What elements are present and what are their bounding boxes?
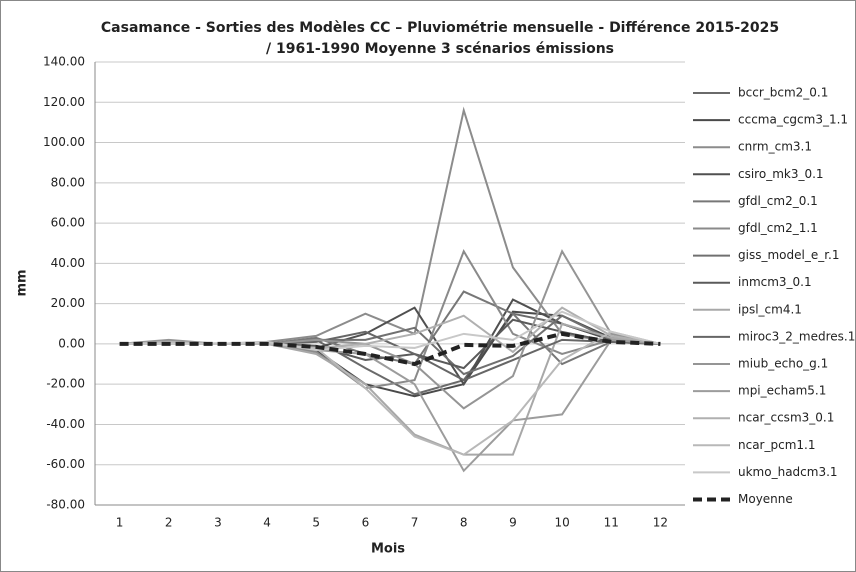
legend-label: ipsl_cm4.1	[738, 302, 802, 316]
y-axis-label: mm	[15, 269, 30, 296]
x-tick-label: 7	[411, 516, 419, 530]
chart-title: / 1961-1990 Moyenne 3 scénarios émission…	[266, 41, 614, 57]
y-tick-label: -20.00	[46, 377, 85, 391]
legend-label: cnrm_cm3.1	[738, 140, 812, 154]
legend-label: miub_echo_g.1	[738, 357, 828, 371]
y-tick-label: 40.00	[51, 256, 85, 270]
y-tick-label: 120.00	[43, 95, 85, 109]
legend-label: csiro_mk3_0.1	[738, 167, 824, 181]
x-tick-label: 10	[554, 516, 569, 530]
x-tick-label: 1	[116, 516, 124, 530]
legend-label: ncar_pcm1.1	[738, 438, 815, 452]
chart-title: Casamance - Sorties des Modèles CC – Plu…	[101, 20, 779, 36]
legend-label: gfdl_cm2_1.1	[738, 221, 818, 235]
legend-label: gfdl_cm2_0.1	[738, 194, 818, 208]
x-axis-label: Mois	[371, 542, 405, 557]
y-tick-label: 140.00	[43, 55, 85, 69]
y-tick-label: -40.00	[46, 417, 85, 431]
y-tick-label: 60.00	[51, 216, 85, 230]
y-tick-label: 0.00	[58, 336, 85, 350]
x-tick-label: 6	[362, 516, 370, 530]
y-tick-label: -80.00	[46, 498, 85, 512]
x-tick-label: 11	[604, 516, 619, 530]
legend-label: ncar_ccsm3_0.1	[738, 411, 834, 425]
legend-label: cccma_cgcm3_1.1	[738, 113, 848, 127]
legend-label: ukmo_hadcm3.1	[738, 465, 838, 479]
legend-label: inmcm3_0.1	[738, 275, 812, 289]
y-tick-label: 100.00	[43, 135, 85, 149]
x-tick-label: 9	[509, 516, 517, 530]
x-tick-label: 5	[312, 516, 320, 530]
average-line	[119, 331, 661, 367]
y-tick-label: 80.00	[51, 175, 85, 189]
legend-label: bccr_bcm2_0.1	[738, 86, 828, 100]
x-tick-label: 3	[214, 516, 222, 530]
x-tick-label: 12	[653, 516, 668, 530]
legend-label: giss_model_e_r.1	[738, 248, 839, 262]
y-tick-label: 20.00	[51, 296, 85, 310]
x-tick-label: 2	[165, 516, 173, 530]
legend-label: mpi_echam5.1	[738, 384, 826, 398]
y-tick-label: -60.00	[46, 457, 85, 471]
x-tick-label: 4	[263, 516, 271, 530]
legend-label: miroc3_2_medres.1	[738, 329, 855, 343]
x-tick-label: 8	[460, 516, 468, 530]
legend-label: Moyenne	[738, 492, 793, 506]
